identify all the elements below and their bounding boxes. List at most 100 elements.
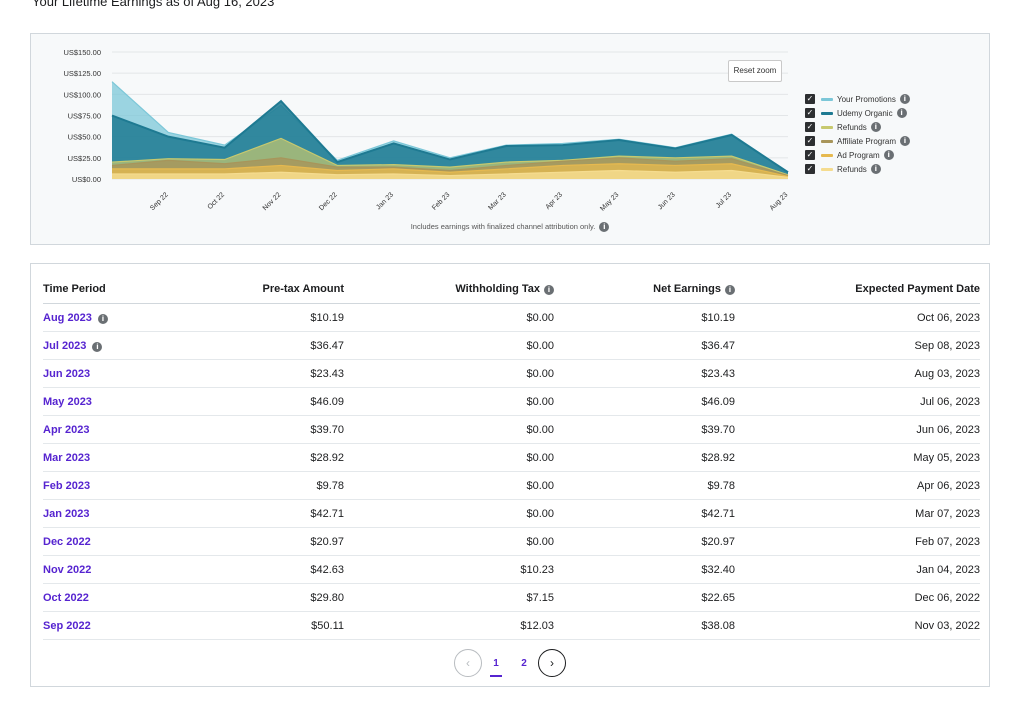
table-row: Jan 2023 $42.71 $0.00 $42.71 Mar 07, 2023 xyxy=(43,499,980,528)
expected-payment-date: Mar 07, 2023 xyxy=(735,499,980,528)
legend-label: Refunds xyxy=(837,122,867,132)
x-tick-label: Sep 22 xyxy=(149,191,170,212)
expected-payment-date: Apr 06, 2023 xyxy=(735,471,980,500)
legend-item[interactable]: ✓ Ad Program i xyxy=(805,148,910,162)
expected-payment-date: Sep 08, 2023 xyxy=(735,331,980,360)
checkbox-checked-icon[interactable]: ✓ xyxy=(805,150,815,160)
info-icon[interactable]: i xyxy=(870,122,881,132)
info-icon[interactable]: i xyxy=(544,285,554,295)
net-earnings: $9.78 xyxy=(554,471,735,500)
series-line xyxy=(112,163,789,178)
info-icon[interactable]: i xyxy=(896,108,907,118)
expected-payment-date: Dec 06, 2022 xyxy=(735,583,980,612)
period-link-text[interactable]: Sep 2022 xyxy=(43,619,91,632)
period-link-text[interactable]: Feb 2023 xyxy=(43,479,91,492)
info-icon[interactable]: i xyxy=(900,136,910,146)
period-link: Dec 2022 xyxy=(43,527,193,556)
net-earnings: $10.19 xyxy=(554,303,735,332)
info-icon[interactable]: i xyxy=(599,222,610,232)
earnings-area-chart: US$0.00 US$25.00 US$50.00 US$75.00 US$100.00… xyxy=(63,48,789,213)
x-tick-label: Nov 22 xyxy=(262,191,283,212)
checkbox-checked-icon[interactable]: ✓ xyxy=(805,94,815,104)
withholding-tax: $0.00 xyxy=(344,359,554,388)
info-icon[interactable]: i xyxy=(92,341,103,352)
period-link: Jan 2023 xyxy=(43,499,193,528)
chart-footnote: Includes earnings with finalized channel… xyxy=(31,222,989,232)
col-pretax-amount: Pre-tax Amount xyxy=(193,275,344,304)
chart-legend: ✓ Your Promotions i ✓ Udemy Organic i ✓ Refunds… xyxy=(805,92,910,176)
net-earnings-text: $36.47 xyxy=(701,339,735,352)
expected-payment-date-text: Nov 03, 2022 xyxy=(914,619,980,632)
period-link-text[interactable]: Jul 2023 xyxy=(43,339,87,352)
x-tick-label: Jan 23 xyxy=(375,191,395,211)
period-link: Oct 2022 xyxy=(43,583,193,612)
withholding-tax: $0.00 xyxy=(344,471,554,500)
period-link: Aug 2023 i xyxy=(43,303,193,332)
period-link-text[interactable]: Nov 2022 xyxy=(43,563,92,576)
page-2-link[interactable]: 2 xyxy=(521,657,527,669)
checkbox-checked-icon[interactable]: ✓ xyxy=(805,108,815,118)
info-icon[interactable]: i xyxy=(899,94,910,104)
period-link: Mar 2023 xyxy=(43,443,193,472)
col-withholding-label: Withholding Tax xyxy=(455,283,540,295)
net-earnings-text: $38.08 xyxy=(701,619,735,632)
y-tick-label: US$25.00 xyxy=(68,154,101,163)
expected-payment-date-text: Dec 06, 2022 xyxy=(914,591,980,604)
expected-payment-date: May 05, 2023 xyxy=(735,443,980,472)
pretax-amount-text: $42.71 xyxy=(310,507,344,520)
pretax-amount-text: $42.63 xyxy=(310,563,344,576)
period-link-text[interactable]: Jan 2023 xyxy=(43,507,90,520)
y-tick-label: US$125.00 xyxy=(63,69,101,78)
period-link: Jun 2023 xyxy=(43,359,193,388)
pretax-amount-text: $20.97 xyxy=(310,535,344,548)
col-expected-payment-date: Expected Payment Date xyxy=(735,275,980,304)
lifetime-earnings-heading: Your Lifetime Earnings as of Aug 16, 202… xyxy=(32,0,275,9)
period-link-text[interactable]: Mar 2023 xyxy=(43,451,91,464)
y-tick-label: US$150.00 xyxy=(63,48,101,57)
period-link-text[interactable]: Aug 2023 xyxy=(43,311,92,324)
checkbox-checked-icon[interactable]: ✓ xyxy=(805,136,815,146)
legend-item[interactable]: ✓ Affiliate Program i xyxy=(805,134,910,148)
legend-item[interactable]: ✓ Udemy Organic i xyxy=(805,106,910,120)
expected-payment-date: Nov 03, 2022 xyxy=(735,611,980,640)
net-earnings-text: $20.97 xyxy=(701,535,735,548)
table-header-row: Time Period Pre-tax Amount Withholding T… xyxy=(43,275,980,304)
pretax-amount: $29.80 xyxy=(193,583,344,612)
legend-item[interactable]: ✓ Your Promotions i xyxy=(805,92,910,106)
checkbox-checked-icon[interactable]: ✓ xyxy=(805,164,815,174)
net-earnings-text: $32.40 xyxy=(701,563,735,576)
checkbox-checked-icon[interactable]: ✓ xyxy=(805,122,815,132)
legend-item[interactable]: ✓ Refunds i xyxy=(805,162,910,176)
period-link-text[interactable]: Apr 2023 xyxy=(43,423,90,436)
info-icon[interactable]: i xyxy=(97,313,108,324)
net-earnings: $20.97 xyxy=(554,527,735,556)
legend-item[interactable]: ✓ Refunds i xyxy=(805,120,910,134)
pretax-amount-text: $9.78 xyxy=(316,479,344,492)
withholding-tax-text: $0.00 xyxy=(526,423,554,436)
info-icon[interactable]: i xyxy=(870,164,881,174)
period-link-text[interactable]: May 2023 xyxy=(43,395,92,408)
table-row: Nov 2022 $42.63 $10.23 $32.40 Jan 04, 2023 xyxy=(43,555,980,584)
expected-payment-date: Jun 06, 2023 xyxy=(735,415,980,444)
net-earnings-text: $23.43 xyxy=(701,367,735,380)
period-link-text[interactable]: Jun 2023 xyxy=(43,367,91,380)
info-icon[interactable]: i xyxy=(883,150,894,160)
page-1-link[interactable]: 1 xyxy=(482,658,510,677)
table-row: Aug 2023 i $10.19 $0.00 $10.19 Oct 06, 2023 xyxy=(43,303,980,332)
net-earnings-text: $46.09 xyxy=(701,395,735,408)
legend-label: Ad Program xyxy=(837,150,880,160)
pretax-amount: $9.78 xyxy=(193,471,344,500)
reset-zoom-button[interactable]: Reset zoom xyxy=(728,60,782,82)
withholding-tax-text: $10.23 xyxy=(520,563,554,576)
period-link-text[interactable]: Oct 2022 xyxy=(43,591,89,604)
x-tick-label: Mar 23 xyxy=(487,191,507,211)
legend-swatch xyxy=(821,97,833,101)
table-row: Sep 2022 $50.11 $12.03 $38.08 Nov 03, 2022 xyxy=(43,611,980,640)
chevron-right-icon[interactable]: › xyxy=(538,649,566,677)
period-link: Feb 2023 xyxy=(43,471,193,500)
withholding-tax: $0.00 xyxy=(344,443,554,472)
pretax-amount: $36.47 xyxy=(193,331,344,360)
info-icon[interactable]: i xyxy=(725,285,735,295)
period-link-text[interactable]: Dec 2022 xyxy=(43,535,91,548)
chevron-left-icon[interactable]: ‹ xyxy=(454,649,482,677)
